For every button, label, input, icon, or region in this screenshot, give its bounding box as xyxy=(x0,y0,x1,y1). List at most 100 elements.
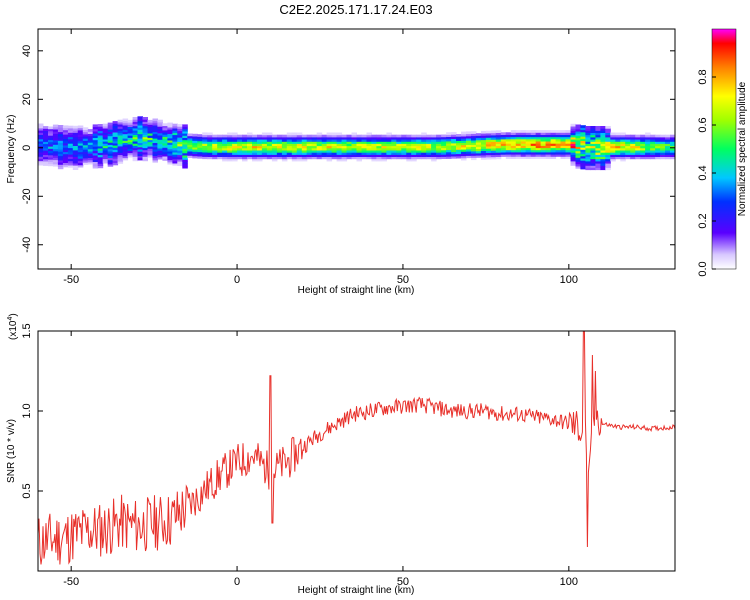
y-tick-label: 0.5 xyxy=(21,483,33,498)
heatmap-cell xyxy=(341,143,348,147)
heatmap-cell xyxy=(167,126,173,130)
heatmap-cell xyxy=(406,158,412,162)
heatmap-cell xyxy=(48,148,54,151)
heatmap-cell xyxy=(525,136,532,140)
heatmap-cell xyxy=(132,127,139,131)
heatmap-cell xyxy=(182,126,188,130)
heatmap-cell xyxy=(271,136,278,140)
heatmap-cell xyxy=(87,131,94,134)
heatmap-cell xyxy=(575,146,581,149)
heatmap-cell xyxy=(77,156,84,159)
heatmap-cell xyxy=(446,151,452,155)
heatmap-cell xyxy=(227,154,233,157)
heatmap-cell xyxy=(530,141,537,144)
heatmap-cell xyxy=(207,152,213,155)
heatmap-cell xyxy=(525,130,532,133)
heatmap-cell xyxy=(421,141,427,144)
heatmap-cell xyxy=(38,158,44,162)
heatmap-cell xyxy=(306,136,313,140)
heatmap-cell xyxy=(152,146,158,150)
heatmap-cell xyxy=(92,139,99,143)
heatmap-cell xyxy=(421,136,427,140)
heatmap-cell xyxy=(177,152,183,156)
heatmap-cell xyxy=(222,141,228,144)
heatmap-cell xyxy=(48,150,54,154)
heatmap-cell xyxy=(590,154,596,157)
heatmap-cell xyxy=(535,149,542,153)
heatmap-cell xyxy=(505,147,512,151)
heatmap-cell xyxy=(306,139,313,142)
heatmap-cell xyxy=(301,156,308,160)
heatmap-cell xyxy=(406,134,412,138)
heatmap-cell xyxy=(276,152,283,155)
heatmap-cell xyxy=(142,127,148,131)
heatmap-cell xyxy=(550,154,557,157)
heatmap-cell xyxy=(366,150,372,153)
heatmap-cell xyxy=(545,141,552,144)
heatmap-cell xyxy=(271,145,278,149)
heatmap-cell xyxy=(535,138,542,142)
heatmap-cell xyxy=(391,152,397,155)
heatmap-cell xyxy=(43,126,49,129)
heatmap-cell xyxy=(426,154,432,157)
heatmap-cell xyxy=(97,128,104,132)
heatmap-cell xyxy=(72,165,79,168)
heatmap-cell xyxy=(575,139,581,143)
heatmap-cell xyxy=(416,152,422,155)
heatmap-cell xyxy=(237,139,243,142)
heatmap-cell xyxy=(366,143,372,147)
heatmap-cell xyxy=(222,152,228,155)
heatmap-cell xyxy=(575,126,581,130)
heatmap-cell xyxy=(341,145,348,149)
heatmap-cell xyxy=(565,151,571,155)
heatmap-cell xyxy=(530,130,537,133)
heatmap-cell xyxy=(112,151,119,155)
heatmap-cell xyxy=(475,142,482,145)
heatmap-cell xyxy=(570,154,576,157)
heatmap-cell xyxy=(471,133,477,137)
heatmap-cell xyxy=(341,156,348,160)
heatmap-cell xyxy=(485,143,492,147)
heatmap-cell xyxy=(660,152,666,155)
heatmap-cell xyxy=(82,146,89,150)
heatmap-cell xyxy=(52,150,59,154)
heatmap-cell xyxy=(122,120,129,124)
heatmap-cell xyxy=(645,150,651,153)
heatmap-cell xyxy=(535,130,542,133)
heatmap-cell xyxy=(535,136,542,140)
heatmap-cell xyxy=(630,136,636,140)
heatmap-cell xyxy=(152,133,158,137)
heatmap-cell xyxy=(281,139,288,142)
heatmap-cell xyxy=(72,160,79,164)
heatmap-cell xyxy=(306,147,313,151)
heatmap-cell xyxy=(291,152,298,155)
heatmap-cell xyxy=(97,145,104,149)
heatmap-cell xyxy=(82,133,89,137)
heatmap-cell xyxy=(650,150,656,153)
heatmap-cell xyxy=(87,133,94,137)
heatmap-cell xyxy=(416,143,422,147)
heatmap-cell xyxy=(38,149,44,153)
heatmap-cell xyxy=(132,138,139,142)
heatmap-cell xyxy=(645,156,651,160)
heatmap-cell xyxy=(520,138,527,142)
heatmap-cell xyxy=(102,158,109,162)
heatmap-cell xyxy=(57,138,64,141)
heatmap-cell xyxy=(436,145,442,149)
heatmap-cell xyxy=(197,145,203,148)
heatmap-cell xyxy=(446,138,452,142)
heatmap-cell xyxy=(545,134,552,138)
heatmap-cell xyxy=(117,139,124,142)
heatmap-cell xyxy=(396,143,402,147)
heatmap-cell xyxy=(202,145,208,149)
heatmap-cell xyxy=(301,154,308,157)
heatmap-cell xyxy=(107,148,114,152)
heatmap-cell xyxy=(301,145,308,149)
heatmap-cell xyxy=(635,143,641,147)
heatmap-cell xyxy=(555,145,562,149)
heatmap-cell xyxy=(107,155,114,158)
heatmap-cell xyxy=(585,141,591,144)
heatmap-cell xyxy=(545,130,552,133)
heatmap-cell xyxy=(197,153,203,157)
heatmap-cell xyxy=(276,147,283,151)
